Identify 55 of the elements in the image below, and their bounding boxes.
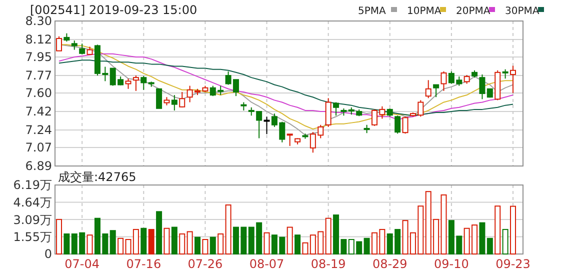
y-tick-label: 7.24	[25, 123, 52, 138]
y-tick-label: 0	[44, 247, 52, 262]
y-tick-label: 6.89	[25, 159, 52, 174]
bar	[225, 204, 232, 254]
x-tick-label: 09-10	[434, 257, 469, 271]
bar	[364, 238, 370, 254]
bar	[264, 232, 270, 254]
bar	[86, 234, 93, 254]
legend-label: 20PMA	[456, 6, 490, 17]
chart-title: [002541] 2019-09-23 15:00	[30, 3, 198, 17]
bar	[118, 238, 124, 254]
bar	[202, 239, 208, 254]
bar	[156, 211, 162, 254]
bar	[210, 236, 216, 254]
bar	[64, 233, 70, 254]
x-tick-label: 09-23	[496, 257, 530, 271]
bar	[194, 236, 201, 254]
text: 成交量:42765	[58, 170, 136, 184]
legend-label: 30PMA	[505, 6, 540, 17]
bar	[164, 228, 170, 254]
candlestick	[333, 102, 340, 116]
legend-label: 5PMA	[358, 6, 386, 17]
bar	[494, 206, 501, 254]
bar	[186, 231, 193, 254]
y-tick-label: 1.55万	[13, 230, 52, 244]
bar	[179, 233, 186, 254]
y-tick-label: 8.12	[25, 32, 52, 47]
bar	[140, 228, 147, 254]
y-tick-label: 7.77	[25, 68, 52, 83]
x-tick-label: 08-29	[372, 257, 408, 271]
y-tick-label: 7.07	[25, 140, 52, 155]
y-tick-label: 7.42	[25, 104, 52, 119]
y-tick-label: 3.09万	[13, 212, 52, 227]
bar	[486, 238, 493, 254]
x-tick-label: 08-19	[310, 257, 346, 271]
bar	[286, 226, 293, 254]
y-tick-label: 6.19万	[13, 178, 52, 192]
y-tick-label: 4.64万	[13, 195, 52, 210]
legend-label: 10PMA	[407, 6, 442, 17]
bar	[148, 228, 154, 254]
bar	[218, 233, 224, 254]
bar	[479, 222, 486, 254]
x-tick-label: 08-07	[249, 257, 284, 271]
bar	[294, 234, 301, 254]
x-tick-label: 07-04	[64, 257, 100, 271]
bar	[56, 218, 62, 254]
y-tick-label: 7.95	[25, 50, 52, 64]
y-tick-label: 7.60	[25, 86, 52, 100]
candlestick	[510, 65, 516, 94]
x-tick-label: 07-16	[126, 257, 162, 271]
x-tick-label: 07-26	[188, 257, 223, 271]
bar	[302, 242, 308, 254]
bar	[171, 226, 178, 254]
bar	[325, 218, 332, 254]
bar	[110, 230, 116, 254]
